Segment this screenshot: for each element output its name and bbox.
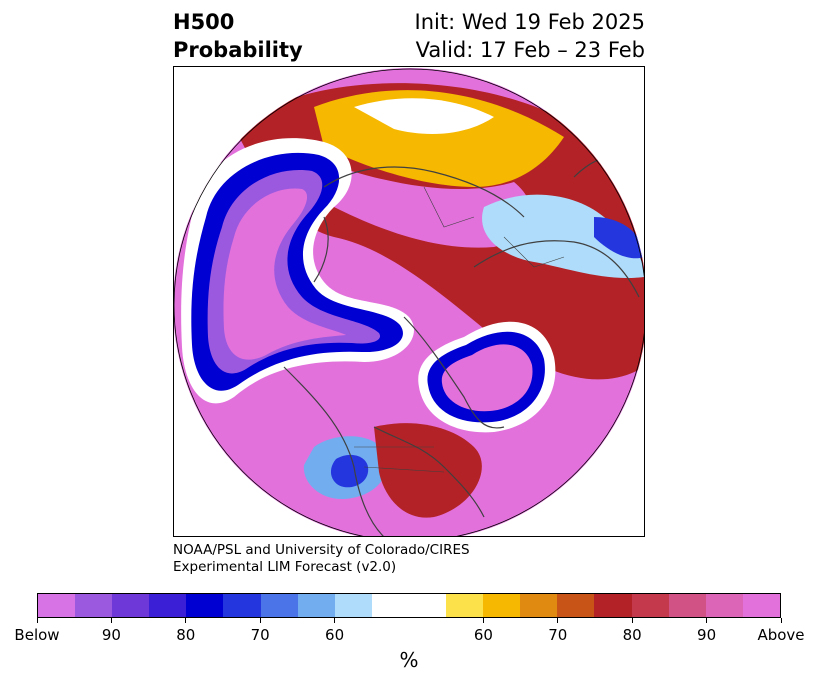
colorbar-tick (706, 618, 708, 623)
polar-map (173, 66, 645, 537)
colorbar-unit: % (399, 648, 419, 672)
colorbar-tick (482, 618, 484, 623)
init-date: Init: Wed 19 Feb 2025 (414, 10, 645, 34)
borders (354, 106, 625, 473)
colorbar-tick-label: 60 (473, 626, 493, 644)
colorbar-segment (371, 594, 409, 617)
colorbar-tick-label: 90 (101, 626, 121, 644)
colorbar-segment (446, 594, 484, 617)
colorbar-segment (705, 594, 743, 617)
colorbar-segment (408, 594, 447, 617)
colorbar-segment (38, 594, 76, 617)
colorbar-tick-label: 90 (697, 626, 717, 644)
chart-title-right: Init: Wed 19 Feb 2025 Valid: 17 Feb – 23… (340, 8, 645, 64)
credit-line-1: NOAA/PSL and University of Colorado/CIRE… (173, 542, 470, 558)
colorbar (37, 593, 781, 618)
colorbar-tick (259, 618, 261, 623)
colorbar-segment (557, 594, 595, 617)
below-core-west (223, 188, 346, 360)
colorbar-segment (631, 594, 669, 617)
above-core-siberia (324, 162, 532, 248)
colorbar-segment (112, 594, 150, 617)
colorbar-tick-label: Below (14, 626, 60, 644)
below-core-east (441, 344, 533, 412)
colorbar-tick (185, 618, 187, 623)
colorbar-segment (297, 594, 335, 617)
colorbar-tick (334, 618, 336, 623)
neutral-arctic (354, 98, 494, 134)
credit-line-2: Experimental LIM Forecast (v2.0) (173, 559, 397, 575)
colorbar-segment (149, 594, 187, 617)
chart-title-left: H500 Probability (173, 8, 303, 64)
valid-range: Valid: 17 Feb – 23 Feb (415, 38, 645, 62)
colorbar-segment (223, 594, 261, 617)
below-strong-asia (594, 217, 644, 259)
variable-label: H500 (173, 10, 235, 34)
credit-block: NOAA/PSL and University of Colorado/CIRE… (173, 542, 470, 576)
product-label: Probability (173, 38, 303, 62)
colorbar-segment (520, 594, 558, 617)
colorbar-tick (557, 618, 559, 623)
colorbar-tick (631, 618, 633, 623)
colorbar-segment (334, 594, 372, 617)
colorbar-tick (110, 618, 112, 623)
colorbar-tick-label: 80 (176, 626, 196, 644)
colorbar-segment (668, 594, 706, 617)
colorbar-tick-label: 70 (548, 626, 568, 644)
colorbar-tick-label: Above (757, 626, 805, 644)
colorbar-tick-label: 70 (250, 626, 270, 644)
colorbar-segment (742, 594, 780, 617)
colorbar-tick-label: 80 (622, 626, 642, 644)
colorbar-tick (780, 618, 782, 623)
colorbar-segment (483, 594, 521, 617)
colorbar-segment (75, 594, 113, 617)
colorbar-segment (186, 594, 224, 617)
colorbar-segment (594, 594, 632, 617)
map-svg (174, 68, 644, 536)
colorbar-segment (260, 594, 298, 617)
below-mid-us (330, 454, 369, 488)
colorbar-tick-label: 60 (325, 626, 345, 644)
globe-edge (174, 68, 644, 536)
colorbar-tick (36, 618, 38, 623)
